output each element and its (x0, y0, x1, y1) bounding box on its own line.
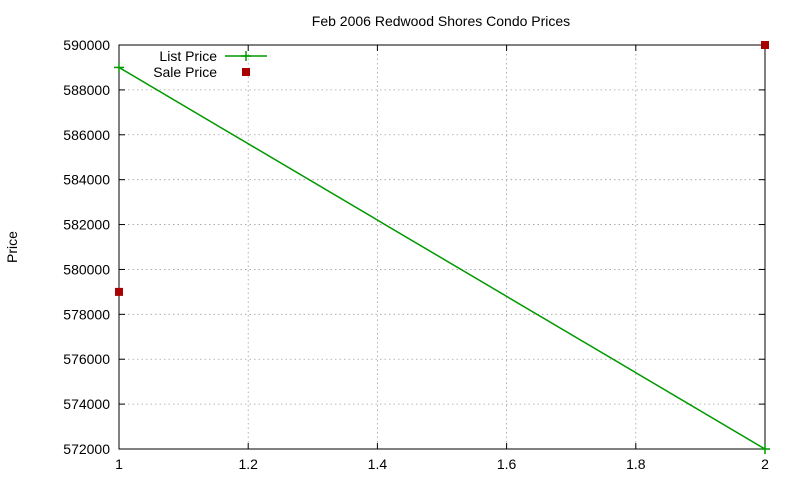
y-tick-label: 572000 (63, 441, 110, 457)
list-price-point (114, 62, 124, 73)
y-tick-label: 578000 (63, 306, 110, 322)
y-tick-label: 588000 (63, 82, 110, 98)
x-tick-label: 1.6 (497, 456, 517, 472)
legend-label-sale-price: Sale Price (153, 64, 217, 80)
legend-marker-sale-price (242, 68, 250, 76)
list-price-point (760, 444, 770, 454)
grid (119, 45, 765, 449)
y-axis-label: Price (4, 231, 20, 263)
legend-marker-list-price (241, 51, 251, 61)
x-tick-label: 1.4 (368, 456, 388, 472)
series-layer (114, 41, 770, 454)
x-tick-label: 2 (761, 456, 769, 472)
y-tick-label: 586000 (63, 127, 110, 143)
y-tick-label: 590000 (63, 37, 110, 53)
list-price-line (118, 66, 766, 450)
list-price-series (114, 62, 770, 454)
x-tick-label: 1.2 (238, 456, 258, 472)
sale-price-point (761, 41, 769, 49)
plot-frame (118, 44, 766, 450)
tick-labels: 1 1.2 1.4 1.6 1.8 2 572000 574000 576000 578000 58… (63, 37, 769, 472)
x-tick-label: 1.8 (626, 456, 646, 472)
sale-price-series (115, 41, 769, 296)
y-tick-label: 584000 (63, 172, 110, 188)
sale-price-point (115, 287, 123, 296)
chart-title: Feb 2006 Redwood Shores Condo Prices (312, 13, 570, 29)
y-tick-label: 582000 (63, 217, 110, 233)
y-tick-label: 580000 (63, 261, 110, 277)
legend-label-list-price: List Price (159, 48, 217, 64)
y-tick-label: 576000 (63, 351, 110, 367)
axis-ticks (118, 44, 766, 450)
x-tick-label: 1 (115, 456, 123, 472)
y-tick-label: 574000 (63, 396, 110, 412)
